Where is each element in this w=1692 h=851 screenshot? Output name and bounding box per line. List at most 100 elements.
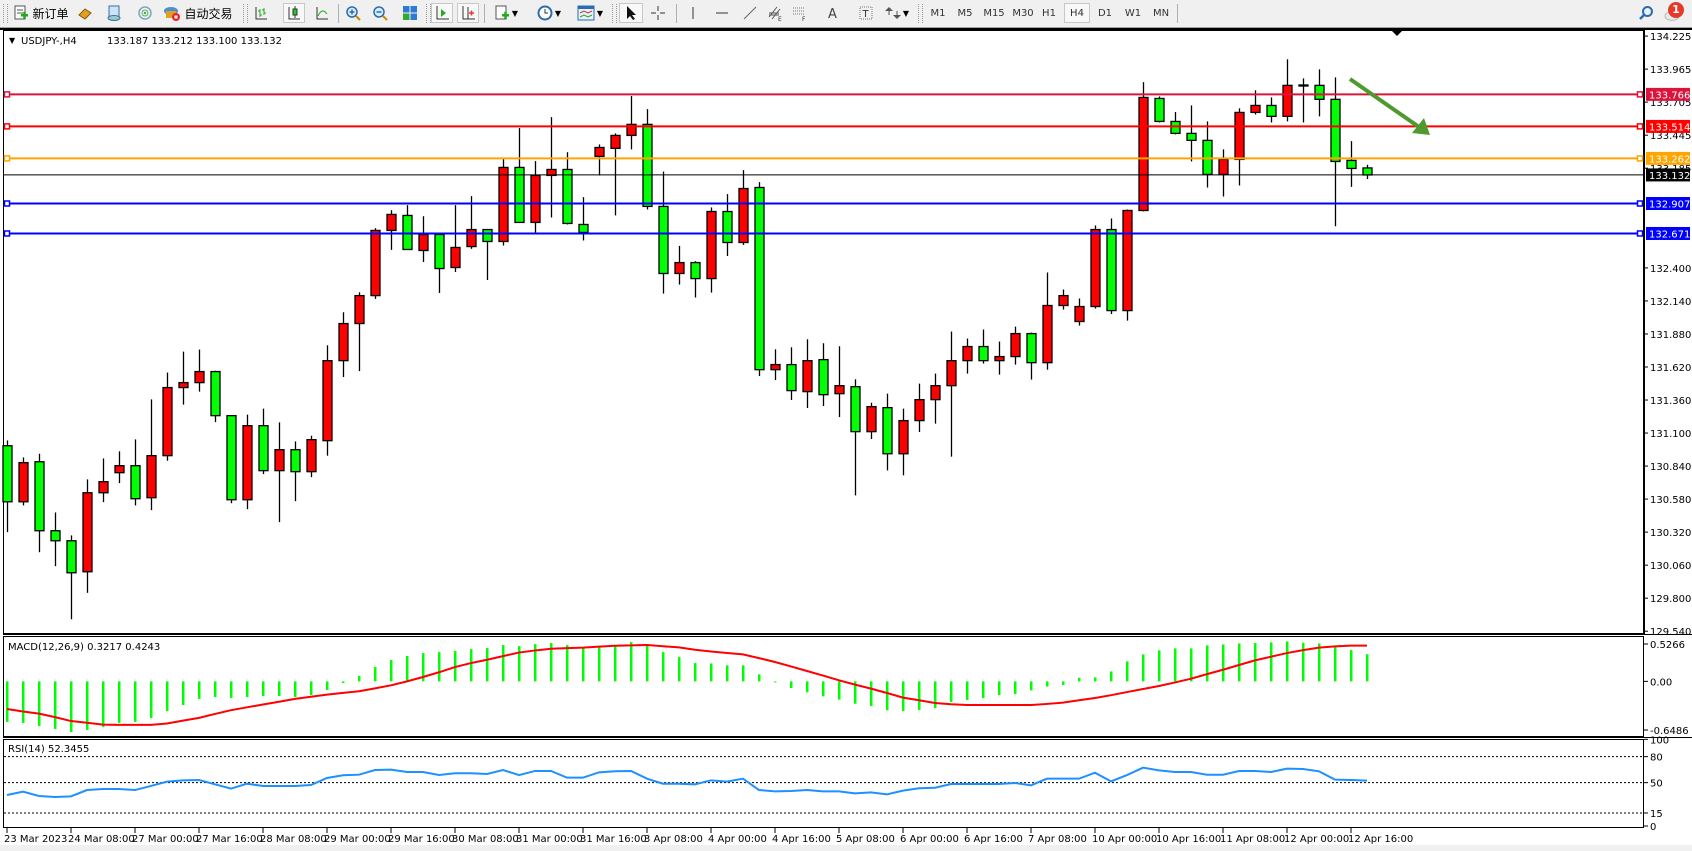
price-tick-label: 133.445 — [1650, 131, 1691, 142]
timeframe-h4[interactable]: H4 — [1064, 3, 1090, 23]
toolbar-grip[interactable] — [426, 4, 431, 23]
trendline-button[interactable] — [740, 3, 760, 23]
candle-body — [18, 461, 29, 503]
rsi-tick-label: 100 — [1650, 735, 1669, 746]
symbol-menu-triangle-icon[interactable]: ▼ — [9, 36, 16, 45]
toolbar-grip[interactable] — [612, 4, 617, 23]
auto-scroll-button[interactable] — [431, 3, 453, 23]
periods-button[interactable]: ▼ — [533, 3, 565, 23]
candle-body — [786, 363, 797, 392]
equidistant-channel-button[interactable]: E — [765, 3, 785, 23]
timeframe-m15[interactable]: M15 — [983, 7, 1005, 19]
time-tick-label: 30 Mar 08:00 — [452, 834, 519, 845]
candle-body — [466, 228, 477, 248]
main-price-panel[interactable] — [2, 59, 1644, 620]
macd-bar — [150, 681, 153, 719]
indicators-button[interactable]: ▼ — [490, 3, 522, 23]
rsi-tick-label: 15 — [1650, 809, 1663, 820]
notification-badge[interactable]: 1 — [1668, 2, 1684, 18]
chart-shift-marker[interactable] — [1392, 31, 1402, 36]
price-tick-label: 132.400 — [1650, 264, 1691, 275]
candle-body — [882, 406, 893, 455]
toolbar-grip[interactable] — [243, 4, 248, 23]
rsi-panel[interactable] — [4, 756, 1643, 814]
candle-body — [1106, 228, 1117, 312]
vertical-line-button[interactable] — [683, 3, 703, 23]
gold-bars-button[interactable] — [75, 3, 95, 23]
market-watch-button[interactable] — [104, 3, 124, 23]
arrows-button[interactable]: ▼ — [880, 3, 914, 23]
candle — [994, 341, 1005, 375]
price-axis[interactable]: 134.225133.965133.705133.445133.185132.4… — [1644, 30, 1691, 638]
arrow-head — [1412, 118, 1430, 135]
macd-panel-frame — [3, 636, 1644, 737]
time-tick-label: 12 Apr 00:00 — [1284, 834, 1349, 845]
auto-trading-button[interactable]: 自动交易 — [158, 3, 238, 23]
macd-bar — [918, 681, 921, 711]
text-button[interactable]: A — [823, 3, 843, 23]
time-tick-label: 7 Apr 08:00 — [1028, 834, 1087, 845]
bar-chart-button[interactable] — [251, 3, 271, 23]
line-handle — [3, 123, 11, 130]
chevron-down-icon: ▼ — [554, 8, 562, 18]
line-chart-button[interactable] — [312, 3, 332, 23]
toolbar-grip[interactable] — [918, 4, 923, 23]
time-tick-label: 10 Apr 16:00 — [1156, 834, 1221, 845]
candle — [1154, 96, 1165, 123]
time-tick-label: 27 Mar 00:00 — [132, 834, 199, 845]
price-label: 133.766 — [1649, 90, 1690, 101]
macd-bar — [662, 652, 665, 682]
horizontal-line-button[interactable] — [712, 3, 732, 23]
macd-bar — [598, 646, 601, 682]
toolbar-grip[interactable] — [3, 4, 8, 23]
auto-trading-label: 自动交易 — [184, 6, 233, 21]
macd-bar — [182, 681, 185, 706]
macd-bar — [214, 681, 217, 698]
candle — [274, 422, 285, 523]
candle — [834, 346, 845, 418]
macd-bar — [758, 674, 761, 682]
candle-body — [114, 465, 125, 474]
tile-windows-button[interactable] — [400, 3, 420, 23]
line-handle — [1636, 155, 1644, 162]
timeframe-h1[interactable]: H1 — [1042, 7, 1056, 19]
candle-body — [226, 414, 237, 501]
macd-bar — [54, 681, 57, 729]
time-tick-label: 4 Apr 16:00 — [772, 834, 831, 845]
macd-bar — [550, 643, 553, 682]
macd-panel[interactable] — [6, 641, 1369, 732]
chart-shift-button[interactable] — [457, 3, 479, 23]
fibonacci-button[interactable]: F — [790, 3, 810, 23]
candlestick-chart-button[interactable] — [283, 3, 305, 23]
candle — [1122, 209, 1133, 321]
candle-body — [306, 439, 317, 473]
templates-button[interactable]: ▼ — [573, 3, 607, 23]
timeframe-w1[interactable]: W1 — [1124, 7, 1142, 19]
signals-button[interactable] — [135, 3, 155, 23]
cursor-button[interactable] — [619, 3, 643, 23]
candle — [338, 312, 349, 378]
timeframe-m1[interactable]: M1 — [930, 7, 946, 19]
macd-bar — [358, 676, 361, 682]
candle-body — [434, 233, 445, 270]
timeframe-d1[interactable]: D1 — [1097, 7, 1113, 19]
toolbar: 新订单 自动交易 ▼ ▼ ▼ E F A T ▼ M1 M5 M15 M30 H… — [0, 0, 1692, 28]
candle-body — [1314, 84, 1325, 100]
new-order-button[interactable]: 新订单 — [12, 3, 70, 23]
candle-body — [386, 213, 397, 232]
macd-bar — [486, 648, 489, 682]
timeframe-m5[interactable]: M5 — [957, 7, 973, 19]
crosshair-button[interactable] — [647, 3, 669, 23]
line-handle — [3, 91, 11, 98]
text-label-button[interactable]: T — [856, 3, 876, 23]
zoom-in-button[interactable] — [343, 3, 363, 23]
timeframe-mn[interactable]: MN — [1152, 7, 1170, 19]
macd-bar — [502, 645, 505, 682]
zoom-out-button[interactable] — [370, 3, 390, 23]
gold-bars-icon — [78, 8, 92, 20]
timeframe-m30[interactable]: M30 — [1012, 7, 1034, 19]
search-button[interactable] — [1636, 3, 1656, 23]
candle — [626, 96, 637, 150]
